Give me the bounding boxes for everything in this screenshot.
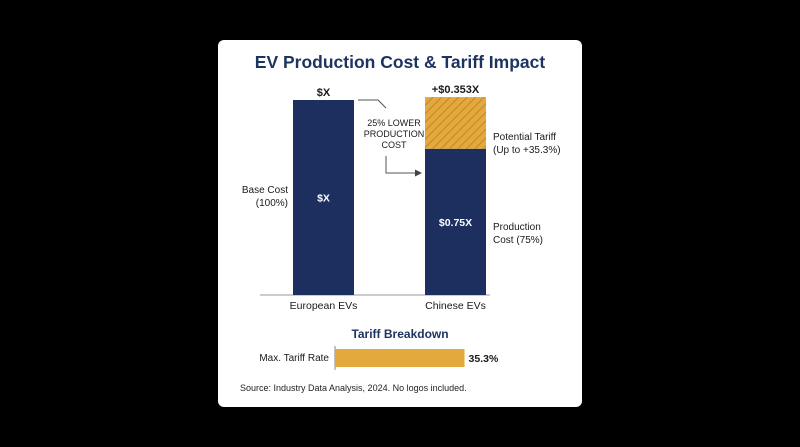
annotation-text: COST <box>381 140 407 150</box>
annotation-connector <box>358 99 387 109</box>
annotation-text: 25% LOWER <box>367 118 421 128</box>
breakdown-value: 35.3% <box>469 353 499 365</box>
side-label: Cost (75%) <box>493 235 543 246</box>
top-value-label: $X <box>317 87 331 99</box>
annotation-arrow <box>385 156 422 177</box>
chart-title: EV Production Cost & Tariff Impact <box>254 52 546 72</box>
side-label: Production <box>493 222 541 233</box>
x-tick-label: European EVs <box>290 300 358 312</box>
side-label: Potential Tariff <box>493 132 556 143</box>
bar-chinese-tariff <box>425 97 486 149</box>
chart-svg: $X European EVs $0.75X Chinese EVs $X +$0.353… <box>242 84 561 370</box>
side-label: (100%) <box>256 198 288 209</box>
breakdown-title: Tariff Breakdown <box>351 327 448 341</box>
breakdown-bar <box>335 349 465 367</box>
bar-value-label: $0.75X <box>439 217 472 229</box>
top-value-label: +$0.353X <box>432 84 480 96</box>
x-tick-label: Chinese EVs <box>425 300 486 312</box>
side-label: (Up to +35.3%) <box>493 145 561 156</box>
bar-chinese-cost <box>425 148 486 295</box>
annotation-text: PRODUCTION <box>364 129 425 139</box>
source-note: Source: Industry Data Analysis, 2024. No… <box>240 383 467 393</box>
bar-european-cost <box>293 100 354 295</box>
breakdown-label: Max. Tariff Rate <box>259 353 329 364</box>
side-label: Base Cost <box>242 185 288 196</box>
bar-value-label: $X <box>317 193 330 205</box>
chart-card: EV Production Cost & Tariff Impact $X Eur… <box>218 40 582 407</box>
